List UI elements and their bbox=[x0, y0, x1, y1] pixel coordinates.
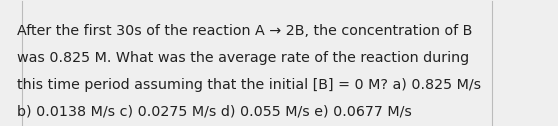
Text: After the first 30s of the reaction A → 2B, the concentration of B: After the first 30s of the reaction A → … bbox=[17, 24, 472, 38]
Text: was 0.825 M. What was the average rate of the reaction during: was 0.825 M. What was the average rate o… bbox=[17, 51, 469, 65]
Text: this time period assuming that the initial [B] = 0 M? a) 0.825 M/s: this time period assuming that the initi… bbox=[17, 78, 481, 92]
Text: b) 0.0138 M/s c) 0.0275 M/s d) 0.055 M/s e) 0.0677 M/s: b) 0.0138 M/s c) 0.0275 M/s d) 0.055 M/s… bbox=[17, 105, 412, 119]
